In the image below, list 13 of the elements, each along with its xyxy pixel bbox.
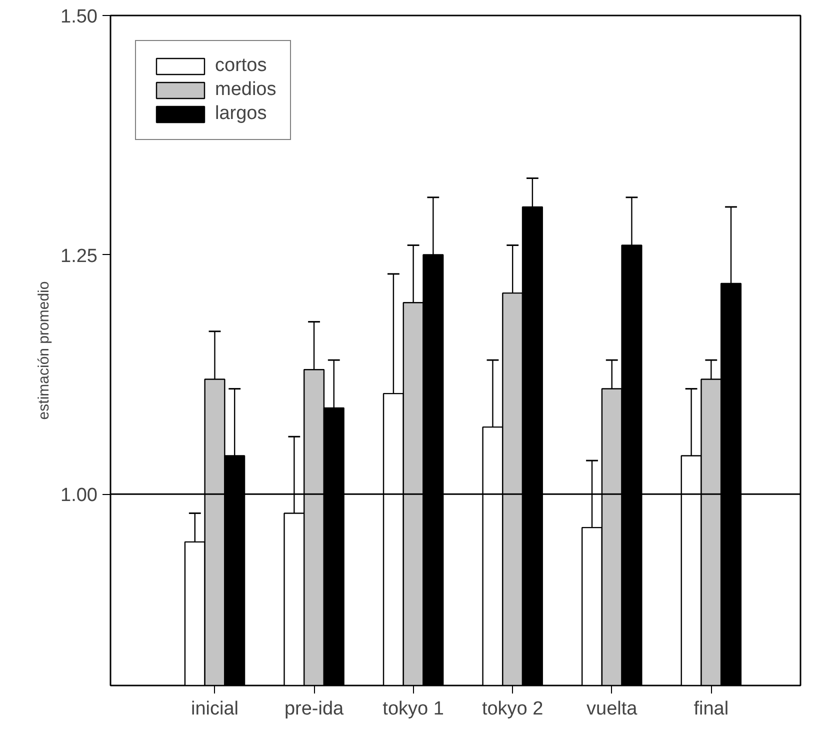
x-tick-label: tokyo 1: [382, 698, 444, 720]
x-tick-label: final: [694, 698, 729, 720]
x-tick-label: vuelta: [586, 698, 638, 720]
x-tick-label: tokyo 2: [482, 698, 544, 720]
x-tick-label: pre-ida: [284, 698, 344, 720]
legend-label: medios: [215, 79, 276, 101]
legend-label: largos: [215, 103, 267, 125]
x-tick-label: inicial: [190, 698, 239, 720]
legend-label: cortos: [215, 55, 267, 77]
y-tick-label: 1.50: [60, 6, 98, 28]
y-tick-label: 1.00: [60, 485, 98, 506]
y-axis-title: estimación promedio: [36, 281, 53, 420]
y-tick-label: 1.25: [60, 246, 98, 267]
